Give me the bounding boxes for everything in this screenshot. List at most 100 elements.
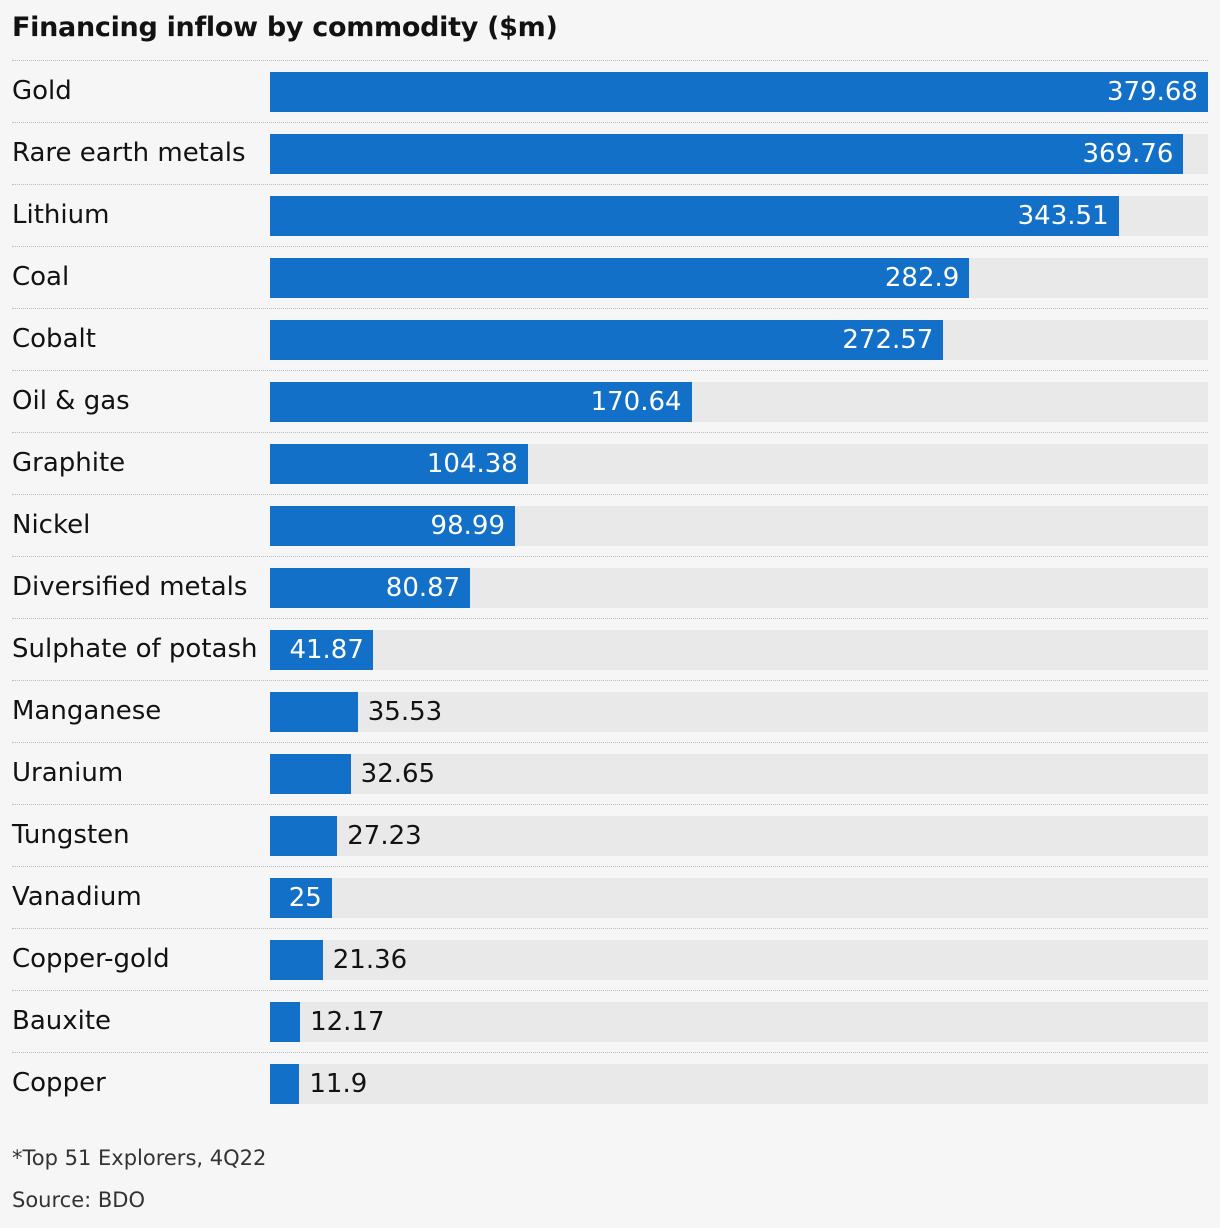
bar-row: Gold 379.68 bbox=[0, 60, 1220, 122]
bar-row: Tungsten 27.23 bbox=[0, 804, 1220, 866]
bar bbox=[270, 692, 358, 732]
bar-value-label: 27.23 bbox=[347, 821, 422, 851]
row-divider bbox=[12, 742, 1208, 743]
category-label: Uranium bbox=[12, 758, 124, 788]
source-note: Source: BDO bbox=[12, 1188, 145, 1212]
bar bbox=[270, 568, 470, 608]
category-label: Manganese bbox=[12, 696, 162, 726]
bar-value-label: 35.53 bbox=[367, 697, 443, 727]
bar-row: Oil & gas 170.64 bbox=[0, 370, 1220, 432]
row-divider bbox=[12, 804, 1208, 805]
bar-value-label: 98.99 bbox=[430, 511, 505, 541]
bar-row: Copper 11.9 bbox=[0, 1052, 1220, 1114]
category-label: Nickel bbox=[12, 510, 91, 540]
bar-track: 41.87 bbox=[270, 630, 1208, 670]
bar-row: Nickel 98.99 bbox=[0, 494, 1220, 556]
category-label: Gold bbox=[12, 76, 72, 106]
bar bbox=[270, 816, 338, 856]
row-divider bbox=[12, 990, 1208, 991]
category-label: Sulphate of potash bbox=[12, 634, 258, 664]
bar-value-label: 12.17 bbox=[310, 1007, 385, 1037]
bar-row: Rare earth metals 369.76 bbox=[0, 122, 1220, 184]
bar-track: 369.76 bbox=[270, 134, 1208, 174]
bar-row: Graphite 104.38 bbox=[0, 432, 1220, 494]
bar-track: 35.53 bbox=[270, 692, 1208, 732]
row-divider bbox=[12, 308, 1208, 309]
bar-value-label: 41.87 bbox=[289, 635, 364, 665]
bar-track: 170.64 bbox=[270, 382, 1208, 422]
bar-track: 25 bbox=[270, 878, 1208, 918]
bar-value-label: 379.68 bbox=[1107, 77, 1198, 107]
category-label: Oil & gas bbox=[12, 386, 130, 416]
bar bbox=[270, 444, 528, 484]
chart-title: Financing inflow by commodity ($m) bbox=[12, 12, 558, 43]
bar-row: Lithium 343.51 bbox=[0, 184, 1220, 246]
bar-value-label: 343.51 bbox=[1017, 201, 1109, 231]
bar-row: Sulphate of potash 41.87 bbox=[0, 618, 1220, 680]
bar bbox=[270, 940, 323, 980]
bar-track: 27.23 bbox=[270, 816, 1208, 856]
bar-value-label: 32.65 bbox=[360, 759, 436, 789]
bar bbox=[270, 878, 332, 918]
bar-value-label: 282.9 bbox=[884, 263, 960, 293]
row-divider bbox=[12, 556, 1208, 557]
bar-value-label: 272.57 bbox=[842, 325, 934, 355]
bar bbox=[270, 630, 374, 670]
row-divider bbox=[12, 122, 1208, 123]
bar bbox=[270, 196, 1119, 236]
bar-track: 32.65 bbox=[270, 754, 1208, 794]
bar-value-label: 104.38 bbox=[426, 449, 518, 479]
category-label: Rare earth metals bbox=[12, 138, 246, 168]
row-divider bbox=[12, 618, 1208, 619]
category-label: Tungsten bbox=[12, 820, 130, 850]
row-divider bbox=[12, 370, 1208, 371]
bar-row: Manganese 35.53 bbox=[0, 680, 1220, 742]
bar-row: Coal 282.9 bbox=[0, 246, 1220, 308]
bar-value-label: 11.9 bbox=[309, 1069, 368, 1099]
bar bbox=[270, 382, 692, 422]
bar-row: Diversified metals 80.87 bbox=[0, 556, 1220, 618]
bar-row: Bauxite 12.17 bbox=[0, 990, 1220, 1052]
row-divider bbox=[12, 184, 1208, 185]
category-label: Bauxite bbox=[12, 1006, 112, 1036]
row-divider bbox=[12, 680, 1208, 681]
bar-track: 282.9 bbox=[270, 258, 1208, 298]
bar-value-label: 25 bbox=[288, 883, 322, 913]
bar-value-label: 369.76 bbox=[1082, 139, 1174, 169]
bar bbox=[270, 1064, 300, 1104]
bar-row: Copper-gold 21.36 bbox=[0, 928, 1220, 990]
row-divider bbox=[12, 246, 1208, 247]
bar-track: 104.38 bbox=[270, 444, 1208, 484]
bar-track: 343.51 bbox=[270, 196, 1208, 236]
category-label: Copper bbox=[12, 1068, 106, 1098]
row-divider bbox=[12, 928, 1208, 929]
row-divider bbox=[12, 432, 1208, 433]
category-label: Copper-gold bbox=[12, 944, 170, 974]
row-divider bbox=[12, 494, 1208, 495]
category-label: Vanadium bbox=[12, 882, 142, 912]
bar bbox=[270, 72, 1208, 112]
category-label: Graphite bbox=[12, 448, 126, 478]
bar-track: 21.36 bbox=[270, 940, 1208, 980]
row-divider bbox=[12, 60, 1208, 61]
bar-value-label: 170.64 bbox=[590, 387, 682, 417]
bar-value-label: 80.87 bbox=[385, 573, 461, 603]
bar bbox=[270, 754, 351, 794]
bar-track: 80.87 bbox=[270, 568, 1208, 608]
bar-row: Uranium 32.65 bbox=[0, 742, 1220, 804]
bar-track: 379.68 bbox=[270, 72, 1208, 112]
bar-row: Cobalt 272.57 bbox=[0, 308, 1220, 370]
row-divider bbox=[12, 1052, 1208, 1053]
bar-value-label: 21.36 bbox=[332, 945, 408, 975]
bar bbox=[270, 320, 944, 360]
category-label: Diversified metals bbox=[12, 572, 248, 602]
bar bbox=[270, 134, 1184, 174]
category-label: Cobalt bbox=[12, 324, 96, 354]
bar bbox=[270, 258, 969, 298]
category-label: Lithium bbox=[12, 200, 110, 230]
row-divider bbox=[12, 866, 1208, 867]
bar bbox=[270, 506, 515, 546]
footnote: *Top 51 Explorers, 4Q22 bbox=[12, 1146, 267, 1170]
category-label: Coal bbox=[12, 262, 70, 292]
bar-track: 11.9 bbox=[270, 1064, 1208, 1104]
